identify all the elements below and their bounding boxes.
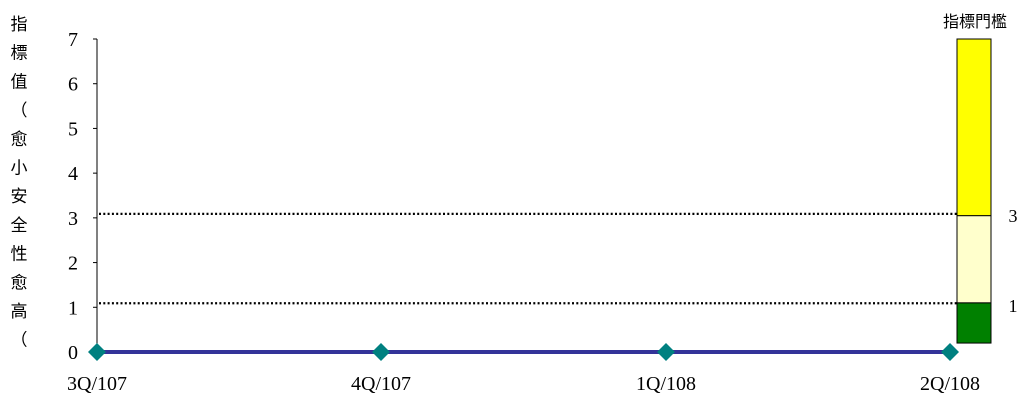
y-axis-label-char: （	[11, 101, 28, 121]
y-axis-label-char: 標	[11, 44, 28, 64]
reference-lines	[99, 212, 957, 305]
data-point	[372, 343, 390, 361]
x-tick-label: 2Q/108	[920, 373, 980, 395]
y-axis-label-char: 安	[11, 187, 28, 207]
threshold-band	[956, 302, 992, 344]
y-tick-label: 5	[68, 118, 78, 140]
y-tick-label: 3	[68, 208, 78, 230]
y-axis-label-char: 性	[11, 245, 28, 265]
data-point	[88, 343, 106, 361]
y-axis-label-char: 小	[11, 159, 28, 179]
data-point	[657, 343, 675, 361]
x-tick-label: 4Q/107	[351, 373, 411, 395]
x-axis: 3Q/107 4Q/107 1Q/108 2Q/108	[67, 373, 980, 395]
y-axis-label-char: 愈	[11, 273, 28, 293]
y-axis-label-char: 值	[11, 72, 28, 92]
data-point	[941, 343, 959, 361]
y-axis-label-char: 高	[11, 302, 28, 322]
threshold-label: 3	[1009, 206, 1018, 226]
threshold-bar: 指標門檻 1 3	[943, 12, 1018, 344]
y-axis-label-char: 愈	[11, 130, 28, 150]
threshold-band	[956, 215, 992, 304]
y-tick-label: 6	[68, 74, 78, 96]
y-axis-label-char: 指	[11, 15, 28, 35]
y-tick-label: 0	[68, 342, 78, 364]
y-tick-label: 2	[68, 253, 78, 275]
x-tick-label: 1Q/108	[636, 373, 696, 395]
x-tick-label: 3Q/107	[67, 373, 127, 395]
y-axis-label-char: （	[11, 331, 28, 351]
threshold-label: 1	[1009, 296, 1018, 316]
y-axis: 0 1 2 3 4 5 6 7	[68, 29, 98, 364]
series	[88, 343, 959, 361]
threshold-title: 指標門檻	[943, 12, 1007, 31]
threshold-band	[956, 38, 992, 217]
y-axis-label-char: 全	[11, 216, 28, 236]
y-tick-label: 4	[68, 163, 78, 185]
y-tick-label: 1	[68, 297, 78, 319]
y-tick-label: 7	[68, 29, 78, 51]
